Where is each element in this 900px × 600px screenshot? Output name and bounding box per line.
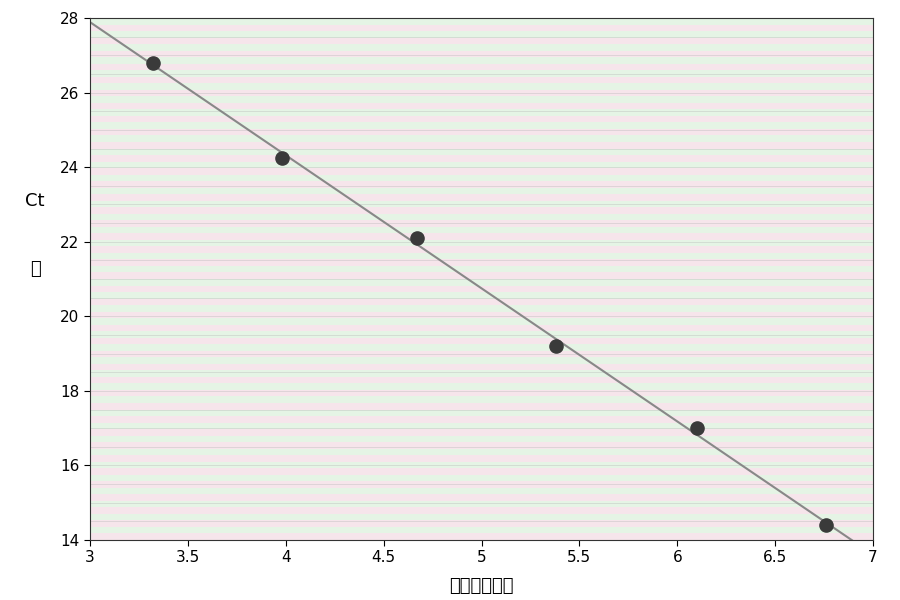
Bar: [90, 57, 873, 64]
Bar: [90, 416, 873, 422]
Bar: [90, 70, 873, 77]
Bar: [90, 299, 873, 305]
Bar: [90, 468, 873, 475]
Bar: [90, 259, 873, 266]
Bar: [90, 109, 873, 116]
Bar: [90, 488, 873, 494]
Bar: [90, 286, 873, 292]
Bar: [90, 18, 873, 25]
Bar: [90, 90, 873, 97]
Text: Ct: Ct: [25, 191, 45, 209]
Bar: [90, 31, 873, 38]
Bar: [90, 77, 873, 83]
Bar: [90, 83, 873, 90]
Bar: [90, 188, 873, 194]
Bar: [90, 462, 873, 468]
Bar: [90, 422, 873, 429]
Bar: [90, 331, 873, 338]
Bar: [90, 116, 873, 122]
Bar: [90, 266, 873, 272]
Bar: [90, 533, 873, 540]
Bar: [90, 233, 873, 240]
Bar: [90, 325, 873, 331]
Bar: [90, 122, 873, 129]
Bar: [90, 253, 873, 259]
Bar: [90, 410, 873, 416]
Bar: [90, 455, 873, 461]
Bar: [90, 201, 873, 207]
Bar: [90, 514, 873, 520]
Bar: [90, 103, 873, 109]
Bar: [90, 279, 873, 286]
Bar: [90, 292, 873, 299]
Bar: [90, 351, 873, 358]
Bar: [90, 403, 873, 409]
Bar: [90, 44, 873, 50]
Point: [146, 58, 160, 68]
Bar: [90, 247, 873, 253]
Bar: [90, 181, 873, 188]
Bar: [90, 436, 873, 442]
Bar: [90, 38, 873, 44]
Bar: [90, 508, 873, 514]
Bar: [90, 161, 873, 168]
Text: 値: 値: [30, 260, 40, 278]
Bar: [90, 207, 873, 214]
Bar: [90, 136, 873, 142]
Bar: [90, 214, 873, 220]
Bar: [90, 311, 873, 318]
X-axis label: 拷贝数的对数: 拷贝数的对数: [449, 577, 514, 595]
Bar: [90, 383, 873, 390]
Point: [274, 153, 289, 163]
Point: [549, 341, 563, 351]
Bar: [90, 25, 873, 31]
Bar: [90, 397, 873, 403]
Bar: [90, 272, 873, 279]
Point: [689, 424, 704, 433]
Bar: [90, 168, 873, 175]
Bar: [90, 240, 873, 247]
Bar: [90, 318, 873, 325]
Bar: [90, 338, 873, 344]
Bar: [90, 96, 873, 103]
Bar: [90, 481, 873, 488]
Bar: [90, 429, 873, 436]
Bar: [90, 155, 873, 161]
Bar: [90, 527, 873, 533]
Bar: [90, 370, 873, 377]
Bar: [90, 520, 873, 527]
Bar: [90, 475, 873, 481]
Bar: [90, 377, 873, 383]
Bar: [90, 449, 873, 455]
Bar: [90, 364, 873, 370]
Bar: [90, 357, 873, 364]
Bar: [90, 194, 873, 200]
Bar: [90, 494, 873, 501]
Bar: [90, 344, 873, 351]
Bar: [90, 149, 873, 155]
Bar: [90, 501, 873, 508]
Bar: [90, 142, 873, 148]
Bar: [90, 50, 873, 57]
Bar: [90, 129, 873, 136]
Point: [410, 233, 424, 243]
Bar: [90, 390, 873, 397]
Bar: [90, 220, 873, 227]
Point: [819, 520, 833, 530]
Bar: [90, 64, 873, 70]
Bar: [90, 442, 873, 449]
Bar: [90, 175, 873, 181]
Bar: [90, 227, 873, 233]
Bar: [90, 305, 873, 311]
